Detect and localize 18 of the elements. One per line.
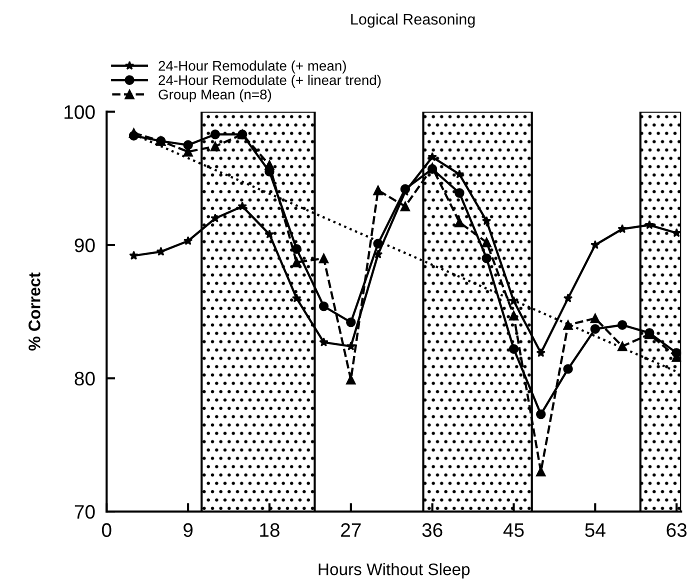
x-tick-label: 18: [260, 523, 280, 537]
chart-title: Logical Reasoning: [351, 13, 475, 28]
legend-label: 24-Hour Remodulate (+ linear trend): [158, 74, 381, 88]
y-tick-label: 90: [74, 238, 95, 252]
x-tick-label: 9: [184, 523, 193, 537]
x-axis-title: Hours Without Sleep: [318, 563, 470, 579]
y-tick-label: 70: [74, 505, 95, 519]
y-axis-title: % Correct: [28, 272, 40, 351]
x-tick-label: 27: [341, 523, 361, 537]
x-tick-label: 45: [503, 523, 524, 537]
x-tick-label: 0: [102, 523, 112, 537]
y-tick-label: 100: [64, 105, 95, 119]
x-tick-label: 54: [585, 523, 606, 537]
x-tick-label: 63: [666, 523, 687, 537]
legend-label: Group Mean (n=8): [158, 89, 272, 102]
legend-label: 24-Hour Remodulate (+ mean): [158, 60, 346, 74]
x-tick-label: 36: [422, 523, 442, 537]
y-tick-label: 80: [74, 372, 95, 386]
